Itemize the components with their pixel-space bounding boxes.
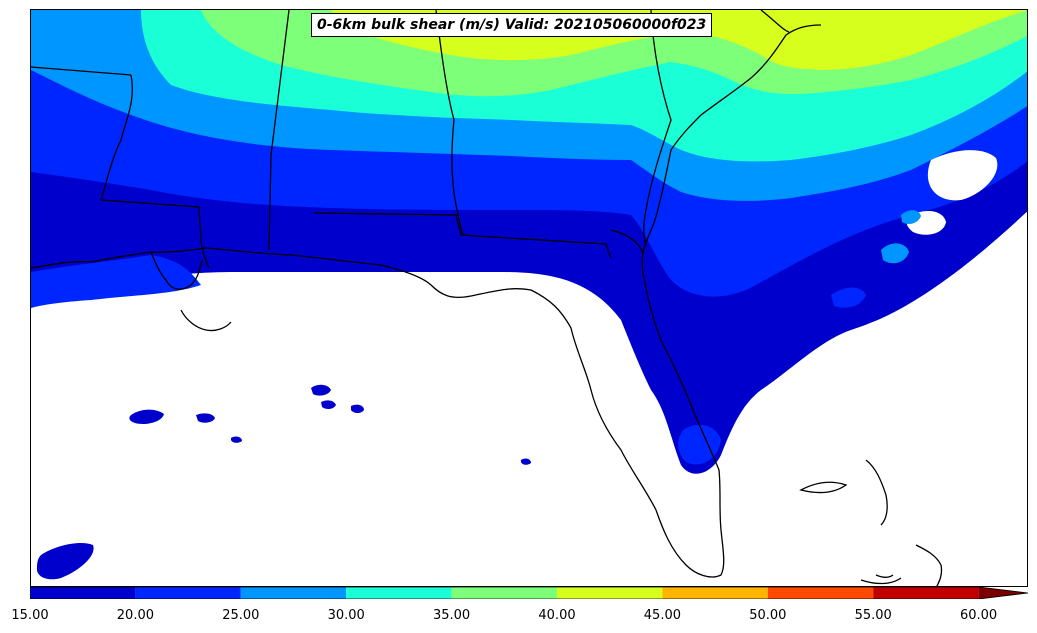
colorbar-tick-label: 35.00 [432, 608, 471, 623]
blob-gulf-3 [311, 384, 331, 396]
state-border-ms-al [268, 10, 290, 251]
coast-la-marsh [150, 251, 232, 332]
colorbar-tick-label: 15.00 [11, 608, 49, 623]
colorbar-tick-label: 40.00 [538, 608, 576, 623]
map-panel [30, 9, 1028, 587]
colorbar-bin-20-25 [135, 587, 241, 599]
colorbar-bin-45-50 [662, 587, 768, 599]
blob-gulf-5 [351, 404, 364, 413]
colorbar-bin-35-40 [451, 587, 557, 599]
colorbar-bin-25-30 [240, 587, 347, 599]
colorbar-bin-40-45 [557, 587, 663, 599]
state-border-ga-sc-river [643, 10, 672, 246]
bahamas-2 [865, 459, 888, 526]
florida-keys [860, 577, 902, 585]
colorbar-bin-55-60 [873, 587, 979, 599]
bahamas-4 [875, 574, 894, 578]
bahamas-3 [915, 544, 943, 586]
coast-gulf [31, 24, 822, 578]
blob-gulf-8 [36, 543, 94, 580]
state-border-ar-la [31, 66, 132, 76]
boundaries [31, 10, 943, 586]
band-40-45b [731, 10, 865, 69]
clear-area-east [731, 211, 1027, 586]
colorbar-tick-label: 20.00 [116, 608, 154, 623]
blob-gulf-4 [321, 400, 336, 410]
state-border-fl-al [313, 212, 612, 259]
colorbar-bin-15-20 [30, 587, 136, 599]
colorbar-tick-label: 55.00 [854, 608, 892, 623]
shear-contours [31, 10, 1027, 586]
colorbar-tick-label: 30.00 [327, 608, 365, 623]
colorbar-bin-30-35 [346, 587, 452, 599]
state-border-la-ms [100, 199, 210, 269]
map-canvas [31, 10, 1027, 586]
map-title: 0-6km bulk shear (m/s) Valid: 2021050600… [311, 13, 713, 37]
colorbar-tick-label: 60.00 [959, 608, 998, 623]
blob-gulf-6 [231, 436, 242, 443]
bahamas-1 [799, 481, 848, 494]
blob-atl-4 [678, 424, 721, 465]
colorbar-extend-arrow [978, 587, 1028, 599]
state-border-ga-sc [760, 10, 790, 33]
blob-gulf-2 [196, 413, 215, 423]
colorbar-tick-label: 45.00 [643, 608, 681, 623]
colorbar [30, 587, 1029, 599]
blob-gulf-1 [129, 409, 164, 424]
clear-patch-ne [927, 150, 998, 201]
blob-atl-2 [881, 243, 909, 264]
state-border-ga-fl [610, 229, 644, 255]
blob-gulf-7 [521, 458, 531, 465]
state-border-al-ga [435, 10, 464, 236]
colorbar-tick-label: 25.00 [222, 608, 260, 623]
colorbar-outline [30, 587, 1029, 599]
blob-atl-3 [901, 210, 921, 224]
blob-atl-1 [831, 287, 866, 308]
state-border-ms-river [100, 74, 133, 201]
colorbar-bin-50-55 [767, 587, 874, 599]
colorbar-tick-label: 50.00 [749, 608, 787, 623]
